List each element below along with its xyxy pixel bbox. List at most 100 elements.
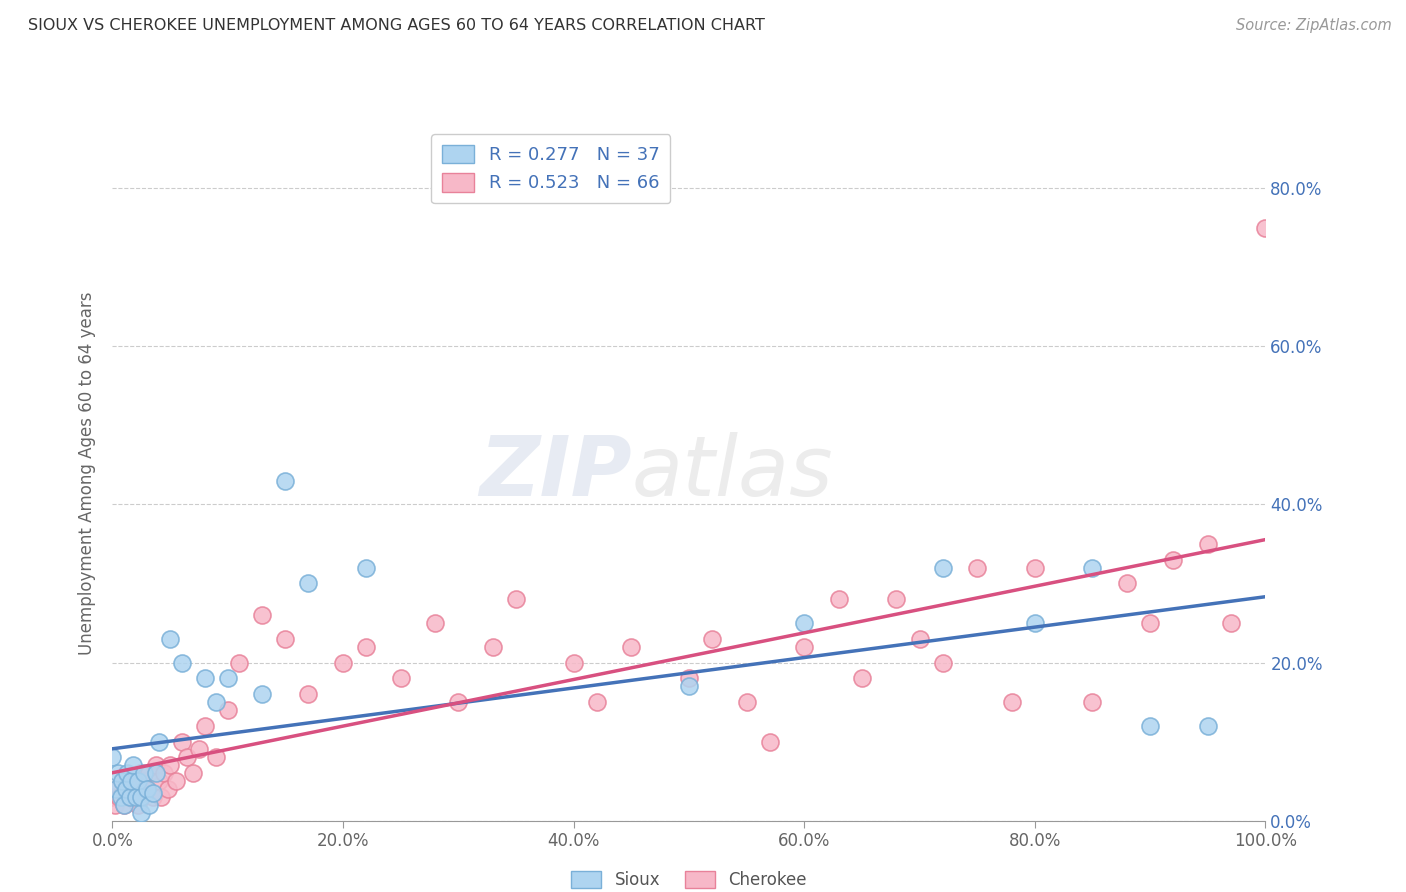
- Point: [194, 671, 217, 685]
- Point: [966, 560, 988, 574]
- Point: [136, 782, 159, 797]
- Point: [176, 750, 198, 764]
- Point: [108, 789, 131, 804]
- Point: [118, 789, 141, 804]
- Point: [148, 734, 170, 748]
- Point: [194, 719, 217, 733]
- Point: [332, 656, 354, 670]
- Point: [149, 789, 172, 804]
- Point: [931, 560, 953, 574]
- Point: [136, 782, 159, 797]
- Point: [228, 656, 250, 670]
- Point: [129, 805, 153, 820]
- Point: [678, 671, 700, 685]
- Point: [181, 766, 204, 780]
- Point: [129, 766, 152, 780]
- Point: [129, 789, 153, 804]
- Point: [217, 671, 239, 685]
- Point: [562, 656, 585, 670]
- Point: [105, 782, 128, 797]
- Point: [1139, 719, 1161, 733]
- Point: [110, 789, 132, 804]
- Point: [1116, 576, 1139, 591]
- Point: [165, 774, 187, 789]
- Point: [111, 774, 134, 789]
- Text: atlas: atlas: [631, 433, 832, 513]
- Point: [1197, 719, 1219, 733]
- Legend: Sioux, Cherokee: Sioux, Cherokee: [564, 864, 814, 892]
- Point: [142, 789, 165, 804]
- Point: [115, 782, 138, 797]
- Point: [159, 632, 181, 646]
- Point: [112, 797, 135, 812]
- Point: [111, 774, 134, 789]
- Point: [1219, 615, 1241, 630]
- Point: [758, 734, 780, 748]
- Point: [127, 797, 149, 812]
- Point: [138, 766, 160, 780]
- Point: [274, 474, 297, 488]
- Point: [101, 750, 124, 764]
- Point: [252, 608, 274, 623]
- Point: [122, 758, 145, 772]
- Point: [112, 797, 135, 812]
- Point: [1081, 695, 1104, 709]
- Point: [425, 615, 447, 630]
- Point: [101, 789, 124, 804]
- Point: [700, 632, 723, 646]
- Point: [354, 560, 377, 574]
- Point: [205, 695, 228, 709]
- Point: [735, 695, 758, 709]
- Point: [505, 592, 527, 607]
- Point: [886, 592, 908, 607]
- Point: [447, 695, 470, 709]
- Point: [297, 576, 319, 591]
- Point: [793, 640, 815, 654]
- Point: [170, 656, 193, 670]
- Point: [170, 734, 193, 748]
- Point: [138, 797, 160, 812]
- Point: [120, 774, 142, 789]
- Point: [482, 640, 505, 654]
- Point: [115, 782, 138, 797]
- Point: [1081, 560, 1104, 574]
- Point: [274, 632, 297, 646]
- Point: [122, 789, 145, 804]
- Point: [354, 640, 377, 654]
- Point: [252, 687, 274, 701]
- Point: [828, 592, 851, 607]
- Point: [389, 671, 412, 685]
- Point: [1001, 695, 1024, 709]
- Point: [117, 789, 139, 804]
- Point: [145, 758, 167, 772]
- Point: [1024, 615, 1046, 630]
- Point: [132, 774, 155, 789]
- Point: [851, 671, 873, 685]
- Point: [620, 640, 643, 654]
- Point: [793, 615, 815, 630]
- Point: [145, 766, 167, 780]
- Point: [908, 632, 931, 646]
- Point: [104, 797, 127, 812]
- Point: [187, 742, 211, 756]
- Point: [132, 766, 155, 780]
- Point: [120, 774, 142, 789]
- Point: [678, 679, 700, 693]
- Point: [1161, 552, 1184, 567]
- Point: [124, 789, 146, 804]
- Point: [297, 687, 319, 701]
- Point: [1139, 615, 1161, 630]
- Point: [129, 789, 153, 804]
- Y-axis label: Unemployment Among Ages 60 to 64 years: Unemployment Among Ages 60 to 64 years: [77, 291, 96, 655]
- Point: [117, 766, 139, 780]
- Point: [156, 782, 179, 797]
- Point: [1024, 560, 1046, 574]
- Point: [153, 766, 176, 780]
- Point: [1197, 537, 1219, 551]
- Point: [124, 782, 146, 797]
- Point: [148, 774, 170, 789]
- Point: [1254, 220, 1277, 235]
- Point: [107, 766, 129, 780]
- Point: [217, 703, 239, 717]
- Point: [205, 750, 228, 764]
